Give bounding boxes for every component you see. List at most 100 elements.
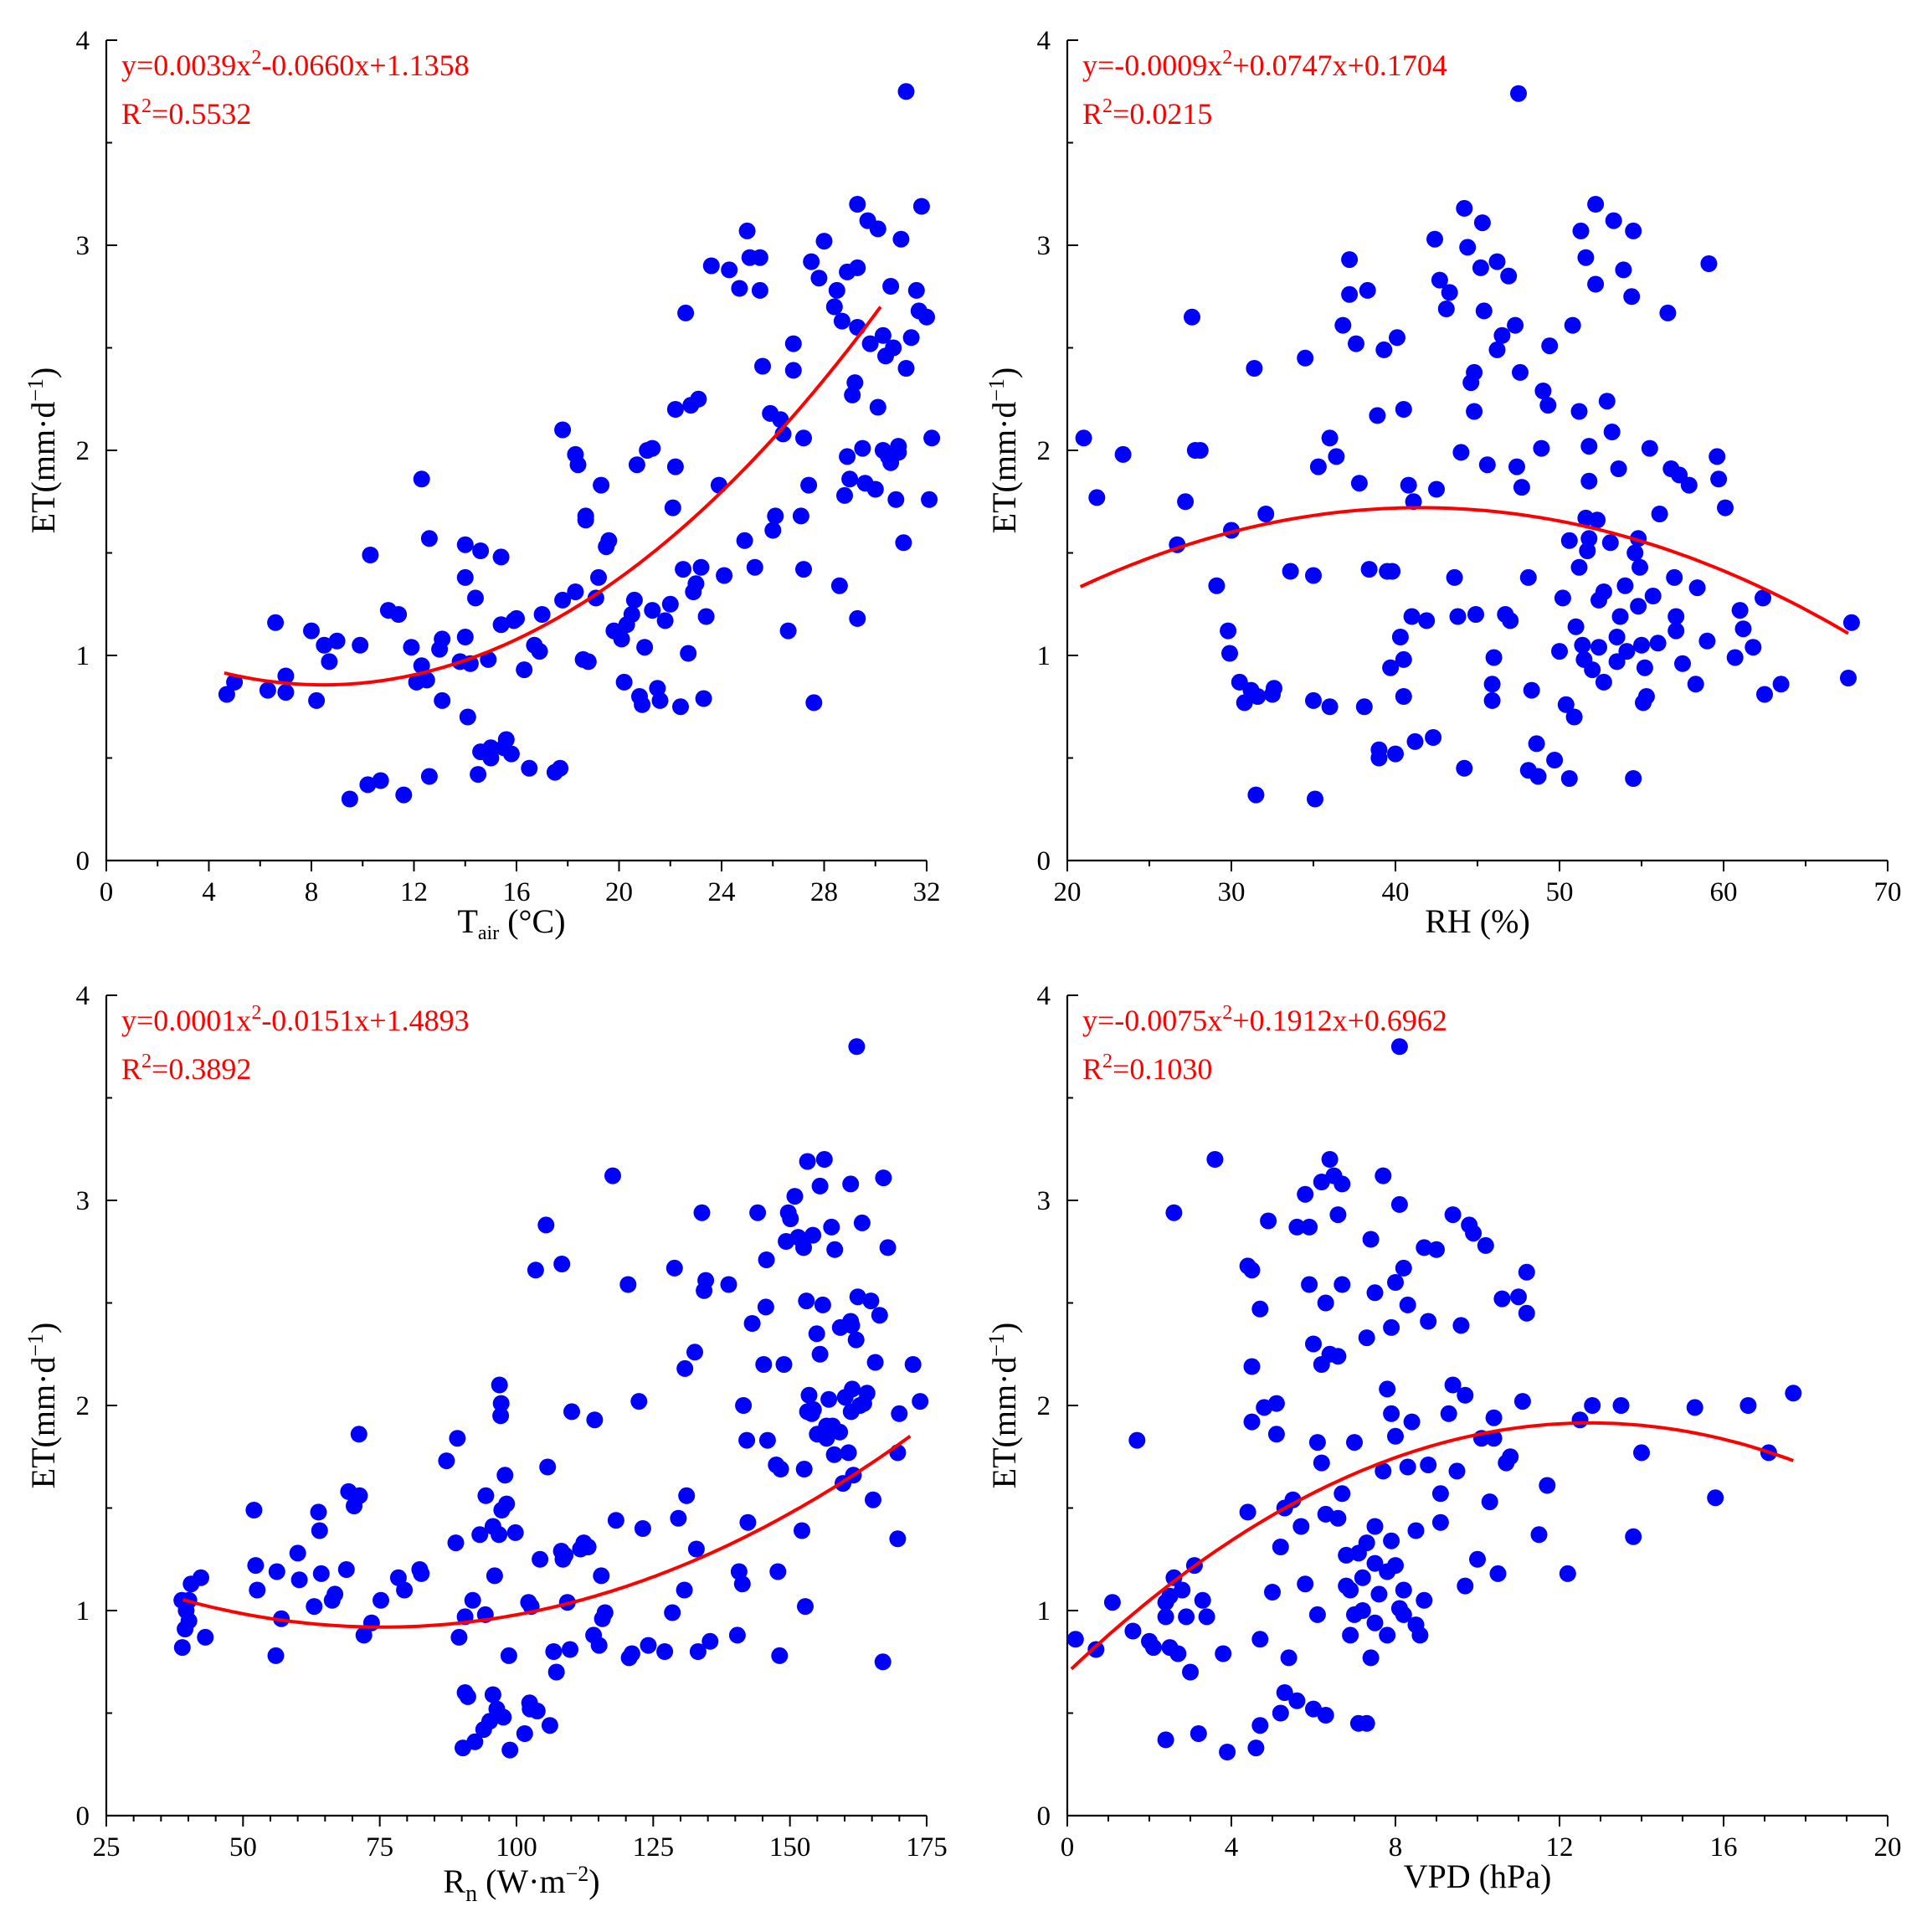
data-point [1493,326,1511,344]
data-point [390,606,408,623]
data-point [1595,583,1612,600]
data-point [804,1226,822,1244]
data-point [811,1177,829,1195]
data-point [1554,589,1571,607]
data-point [1674,655,1691,672]
data-point [1174,1581,1191,1599]
data-point [751,281,768,299]
data-point [677,304,695,321]
data-point [858,1385,876,1402]
x-axis-title-rn: Rn (W·m−2) [443,1862,599,1907]
data-point [1313,1454,1330,1472]
data-point [1305,1335,1322,1353]
x-tick-label: 24 [708,877,736,907]
data-point [656,1643,674,1660]
data-point [1500,267,1518,285]
data-point [337,1561,355,1578]
data-point [1587,275,1605,293]
data-point [1247,786,1265,804]
data-point [508,609,525,627]
data-point [1328,448,1345,465]
data-point [527,1261,544,1279]
data-point [1633,1444,1650,1462]
data-point [1625,770,1642,787]
data-point [865,1491,881,1508]
x-tick-label: 75 [366,1832,393,1863]
data-point [310,1503,327,1521]
data-point [1272,1704,1289,1722]
data-point [226,673,244,691]
y-tick-label: 4 [76,981,90,1011]
x-tick-label: 0 [100,877,114,907]
data-point [1403,1413,1421,1431]
data-point [1382,659,1400,676]
data-point [1584,1397,1601,1414]
x-tick-label: 8 [305,877,319,907]
data-point [593,476,610,494]
x-tick-label: 8 [1389,1832,1403,1863]
data-point [1466,403,1483,420]
data-point [1198,1608,1215,1626]
x-tick-label: 20 [1054,877,1082,907]
data-point [459,1688,476,1705]
data-point [193,1569,209,1586]
data-point [492,1395,510,1412]
data-point [716,567,733,584]
data-point [1756,686,1773,703]
data-point [500,1647,517,1664]
data-point [889,1530,907,1548]
data-point [1088,489,1106,506]
data-point [828,281,845,299]
data-point [1399,1458,1416,1476]
fit-curve [224,306,882,687]
data-point [1680,476,1698,494]
data-point [661,595,679,613]
data-point [1267,1395,1285,1412]
equation-vpd: y=-0.0075x2+0.1912x+0.6962 [1082,1002,1447,1037]
data-point [498,1495,516,1513]
data-point [1772,676,1790,693]
data-point [1075,429,1092,447]
data-point [604,1167,621,1184]
data-point [506,1524,524,1541]
data-point [1341,251,1359,269]
data-point [874,1653,892,1671]
data-point [607,1512,624,1529]
data-point [792,507,809,525]
data-point [1659,304,1677,321]
data-point [849,1288,866,1306]
y-tick-label: 4 [76,26,90,56]
data-point [554,421,572,439]
data-point [1512,363,1529,381]
data-point [628,456,645,474]
data-point [1428,1241,1445,1258]
data-point [797,1598,814,1616]
y-tick-label: 2 [1037,436,1051,466]
data-point [1190,1725,1207,1742]
data-point [1403,608,1421,625]
data-point [267,1647,285,1664]
data-point [1366,1554,1384,1572]
data-point [1465,1225,1483,1242]
data-point [1276,1684,1293,1701]
data-point [484,1686,501,1703]
data-point [1457,1577,1474,1595]
data-point [755,1356,773,1373]
data-point [563,1403,580,1421]
data-point [836,486,853,504]
panel-rh: 20 30 40 50 60 70 0 1 2 3 4 y=-0.0009x2+0.0747x+0.… [984,26,1902,940]
data-point [418,671,435,689]
data-point [904,1356,922,1373]
data-point [1390,1195,1408,1213]
data-point [355,1626,373,1644]
data-point [686,1344,703,1361]
data-point [1473,214,1491,232]
data-point [1440,1405,1457,1422]
data-point [1387,1427,1404,1445]
x-tick-label: 30 [1218,877,1246,907]
data-point [259,681,276,699]
data-point [805,694,823,712]
data-point [644,602,661,619]
x-tick-label: 40 [1382,877,1410,907]
data-point [710,476,727,494]
